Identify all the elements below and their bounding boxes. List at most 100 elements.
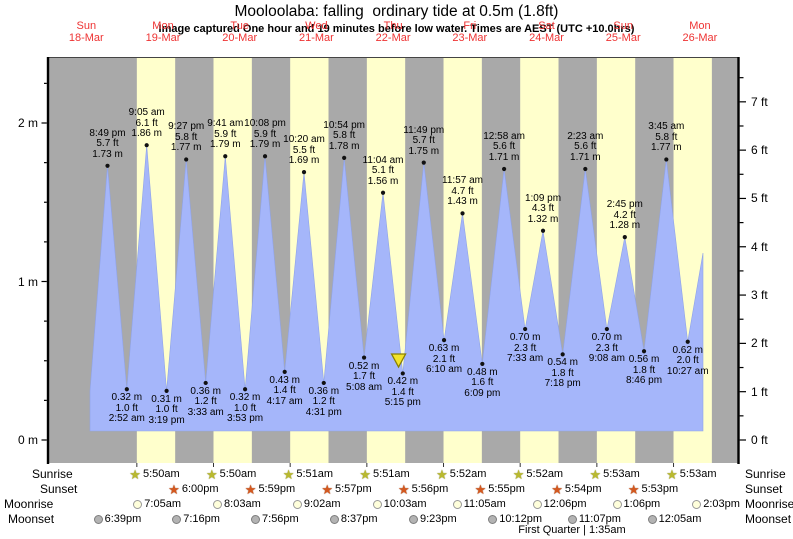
moonset-row-label-left: Moonset — [8, 512, 55, 526]
tide-label-line: 1.4 ft — [273, 385, 296, 397]
day-label: Sun 25-Mar — [606, 20, 641, 44]
tide-label-line: 1.73 m — [92, 148, 123, 160]
tide-label-line: 4.3 ft — [531, 203, 555, 215]
day-name: Fri — [463, 20, 477, 32]
sunset-star-icon: ★ — [397, 481, 410, 497]
tide-point-dot — [184, 157, 189, 162]
right-axis-label: 1 ft — [751, 384, 768, 399]
day-date: 20-Mar — [222, 31, 258, 44]
tide-point-dot — [242, 387, 248, 392]
moonset-time: 7:16pm — [183, 513, 220, 525]
tide-point-dot — [560, 352, 565, 357]
tide-label-line: 1.56 m — [367, 175, 399, 187]
tide-label-line: 6.1 ft — [135, 117, 158, 129]
high-tide-label: 12:58 am 5.6 ft 1.71 m — [483, 131, 525, 164]
high-tide-label: 10:20 am 5.5 ft 1.69 m — [283, 135, 325, 167]
tide-label-line: 4.7 ft — [451, 185, 474, 197]
tide-point-dot — [540, 228, 546, 233]
low-tide-label: 0.70 m 2.3 ft 9:08 am — [589, 333, 625, 365]
tide-label-line: 4.2 ft — [613, 209, 636, 221]
moonrise-entry: 8:03am — [213, 497, 261, 511]
moonrise-entry: 11:05am — [452, 497, 506, 511]
moonrise-entry: 1:06pm — [612, 497, 660, 511]
sunset-time: 6:00pm — [181, 483, 219, 495]
tide-label-line: 5:08 am — [346, 381, 383, 393]
tide-label-line: 9:08 am — [588, 353, 625, 365]
tide-label-line: 1.75 m — [408, 145, 440, 157]
sunset-time: 5:54pm — [564, 483, 602, 495]
day-name: Mon — [152, 20, 174, 32]
tide-point-dot — [523, 326, 528, 332]
sunrise-time: 5:53am — [603, 468, 640, 480]
moonset-entry: 11:07pm — [567, 512, 621, 526]
low-tide-label: 0.42 m 1.4 ft 5:15 pm — [385, 377, 421, 409]
tide-label-line: 1.71 m — [570, 151, 601, 163]
high-tide-label: 11:49 pm 5.7 ft 1.75 m — [403, 125, 444, 158]
tide-label-line: 9:05 am — [128, 107, 165, 119]
tide-label-line: 8:46 pm — [625, 375, 663, 387]
low-tide-label: 0.54 m 1.8 ft 7:18 pm — [545, 358, 581, 390]
sunrise-entry: ★ 5:50am — [206, 467, 256, 481]
tide-label-line: 0.42 m — [387, 376, 419, 388]
tide-point-dot — [262, 154, 268, 159]
moonset-time: 10:12pm — [499, 513, 543, 525]
sunset-entry: ★ 5:55pm — [475, 482, 525, 496]
tide-point-dot — [282, 369, 287, 374]
tide-label-line: 5.8 ft — [333, 130, 356, 142]
tide-label-line: 9:41 am — [207, 118, 244, 130]
moonset-entry: 12:05am — [647, 512, 702, 526]
sunrise-entry: ★ 5:52am — [436, 467, 486, 481]
sunrise-star-icon: ★ — [589, 466, 602, 482]
sunrise-star-icon: ★ — [205, 466, 218, 482]
sunset-entry: ★ 5:54pm — [551, 482, 601, 496]
sunset-entry: ★ 5:59pm — [245, 482, 295, 496]
day-label: Sat 24-Mar — [529, 20, 564, 44]
tide-label-line: 5.8 ft — [655, 131, 678, 143]
high-tide-label: 9:05 am 6.1 ft 1.86 m — [129, 108, 165, 140]
day-label: Mon 19-Mar — [146, 20, 181, 44]
page-title: Mooloolaba: falling ordinary tide at 0.5… — [234, 3, 559, 20]
sunset-entry: ★ 5:57pm — [321, 482, 371, 496]
high-tide-label: 10:08 pm 5.9 ft 1.79 m — [244, 119, 286, 151]
tide-point-dot — [583, 166, 588, 172]
sunset-time: 5:55pm — [488, 483, 525, 495]
day-name: Sun — [76, 20, 97, 32]
left-axis-label: 2 m — [17, 116, 38, 130]
day-name: Sun — [613, 20, 633, 32]
tide-label-line: 2.3 ft — [595, 342, 618, 354]
tide-label-line: 1.0 ft — [115, 402, 138, 414]
sunrise-time: 5:53am — [679, 468, 717, 480]
moonrise-entry: 2:03pm — [692, 497, 740, 511]
high-tide-label: 8:49 pm 5.7 ft 1.73 m — [89, 128, 125, 161]
tide-label-line: 11:04 am — [362, 154, 404, 166]
tide-label-line: 5.5 ft — [292, 144, 316, 156]
sunrise-star-icon: ★ — [282, 466, 295, 482]
day-name: Wed — [305, 20, 328, 32]
tide-label-line: 0.31 m — [151, 393, 182, 405]
current-time-marker — [390, 353, 407, 369]
tide-label-line: 5.6 ft — [574, 141, 597, 153]
high-tide-label: 9:27 pm 5.8 ft 1.77 m — [168, 122, 204, 154]
tide-label-line: 1.7 ft — [352, 371, 376, 383]
tide-label-line: 7:18 pm — [544, 378, 581, 390]
tide-label-line: 10:27 am — [666, 365, 709, 377]
moonrise-row-label-left: Moonrise — [4, 497, 54, 511]
low-tide-label: 0.52 m 1.7 ft 5:08 am — [346, 361, 383, 394]
tide-label-line: 3:19 pm — [148, 414, 185, 426]
tide-label-line: 1.8 ft — [551, 367, 574, 379]
moonset-time: 12:05am — [658, 513, 702, 525]
low-tide-label: 0.56 m 1.8 ft 8:46 pm — [626, 355, 662, 387]
moonrise-entry: 9:02am — [292, 497, 341, 511]
sunset-entry: ★ 5:56pm — [398, 482, 448, 496]
tide-point-dot — [421, 160, 426, 165]
tide-point-dot — [203, 380, 208, 386]
moonrise-circle-icon — [612, 499, 622, 509]
tide-label-line: 2.0 ft — [676, 355, 699, 367]
tide-label-line: 11:57 am — [442, 175, 483, 187]
moonset-circle-icon — [172, 514, 182, 524]
moonrise-time: 9:02am — [303, 498, 341, 510]
tide-label-line: 1.78 m — [328, 140, 360, 152]
low-tide-label: 0.36 m 1.2 ft 4:31 pm — [306, 386, 342, 419]
tide-label-line: 2:52 am — [108, 413, 145, 425]
